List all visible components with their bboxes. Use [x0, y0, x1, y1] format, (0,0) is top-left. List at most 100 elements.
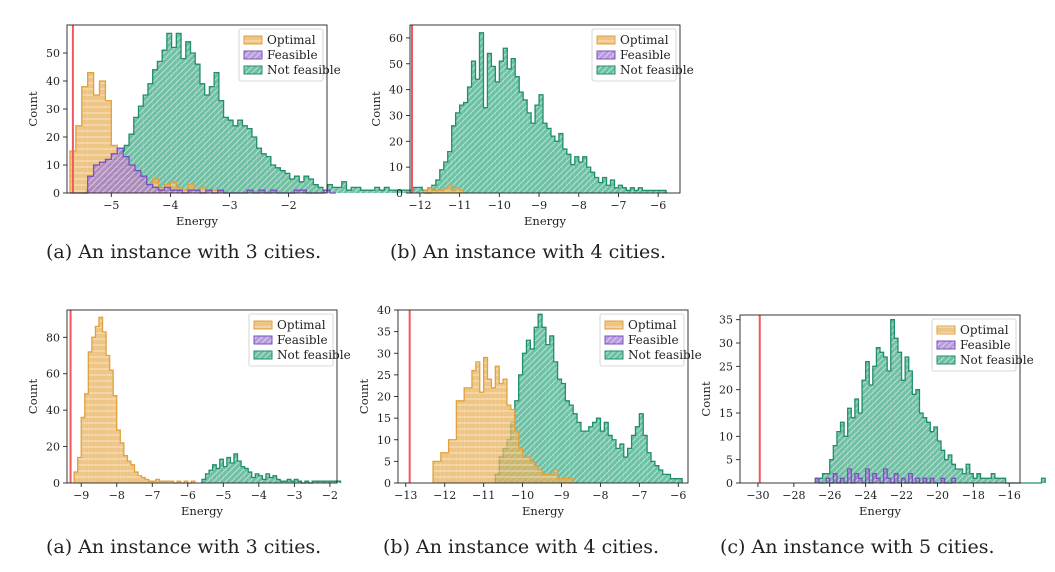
x-tick-label: −4	[162, 199, 178, 212]
caption-4: (b) An instance with 4 cities.	[383, 536, 660, 558]
histogram-bar	[177, 481, 181, 483]
histogram-bar	[580, 431, 585, 483]
histogram-bar	[543, 123, 547, 193]
histogram-bar	[674, 478, 679, 483]
histogram-bar	[370, 190, 375, 193]
caption-1: (a) An instance with 3 cities.	[46, 241, 322, 263]
histogram-bar	[326, 481, 330, 483]
legend-swatch-not-feasible	[253, 350, 273, 360]
legend-label-optimal: Optimal	[960, 323, 1009, 337]
histogram-bar	[542, 474, 546, 483]
series-not-feasible-outline	[423, 32, 667, 194]
histogram-bar	[99, 162, 106, 193]
histogram-bar	[162, 481, 167, 483]
histogram-bar	[255, 473, 259, 483]
histogram-bar	[565, 400, 570, 483]
histogram-bar	[439, 169, 444, 193]
histogram-bar	[865, 361, 870, 483]
y-tick-label: 0	[726, 477, 733, 490]
histogram-bar	[495, 81, 500, 193]
histogram-bar	[176, 33, 182, 194]
histogram-bar	[573, 413, 578, 483]
histogram-bar	[622, 187, 627, 193]
histogram-bar	[912, 394, 916, 483]
histogram-bar	[120, 442, 124, 483]
histogram-bar	[138, 475, 142, 483]
histogram-bar	[869, 385, 873, 483]
y-tick-label: 40	[46, 404, 60, 417]
histogram-bar	[226, 457, 231, 483]
y-tick-label: 50	[389, 58, 403, 71]
histogram-bar	[530, 348, 535, 483]
histogram-bar	[908, 371, 913, 483]
y-tick-label: 35	[377, 326, 391, 339]
series-not-feasible	[814, 319, 1046, 484]
histogram-bar	[459, 105, 464, 193]
y-tick-label: 15	[719, 407, 733, 420]
histogram-bar	[639, 413, 644, 483]
histogram-bar	[510, 409, 515, 483]
y-axis-label: Count	[699, 381, 713, 417]
histogram-bar	[294, 176, 300, 193]
histogram-bar	[562, 149, 567, 193]
x-tick-label: −16	[998, 489, 1021, 502]
histogram-bar	[626, 190, 631, 193]
histogram-bar	[431, 190, 436, 193]
legend-swatch-feasible	[243, 50, 263, 60]
histogram-bar	[280, 481, 284, 483]
histogram-bar	[159, 481, 163, 483]
y-tick-label: 10	[46, 159, 60, 172]
legend-label-optimal: Optimal	[628, 318, 677, 332]
histogram-bar	[887, 478, 891, 483]
histogram-bar	[170, 190, 177, 193]
histogram-bar	[105, 159, 112, 193]
histogram-bar	[333, 481, 337, 483]
histogram-bar	[930, 431, 934, 483]
histogram-bar	[840, 478, 845, 483]
histogram-bar	[600, 431, 605, 483]
x-tick-label: −28	[782, 489, 805, 502]
histogram-bar	[435, 180, 440, 193]
series-optimal-bars	[74, 317, 195, 483]
histogram-bar	[851, 417, 855, 483]
histogram-bar	[273, 475, 277, 483]
histogram-bar	[134, 472, 139, 483]
histogram-bar	[217, 190, 224, 193]
legend-label-not-feasible: Not feasible	[960, 353, 1034, 367]
histogram-bar	[351, 187, 356, 193]
histogram-bar	[858, 478, 863, 483]
histogram-bar	[666, 474, 671, 483]
histogram-bar	[627, 448, 632, 483]
histogram-bar	[297, 481, 302, 483]
histogram-bar	[182, 190, 189, 193]
histogram-bar	[262, 479, 266, 483]
histogram-bar	[133, 117, 139, 193]
histogram-bar	[569, 478, 574, 483]
histogram-bar	[170, 481, 174, 483]
histogram-bar	[586, 167, 591, 193]
histogram-bar	[176, 190, 183, 193]
y-tick-label: 30	[377, 347, 391, 360]
histogram-bar	[858, 413, 863, 483]
x-tick-label: −9	[553, 489, 569, 502]
x-tick-label: −24	[854, 489, 877, 502]
histogram-bar	[614, 187, 619, 193]
y-tick-label: 10	[389, 161, 403, 174]
x-tick-label: −22	[890, 489, 913, 502]
histogram-bar	[152, 179, 159, 193]
histogram-bar	[530, 461, 535, 483]
series-optimal	[73, 316, 196, 484]
histogram-bar	[436, 461, 441, 483]
chart-panel-5: −30 −28 −26 −24 −22 −20 −18 −16 0 5 10 15 20 25 30 35 En…	[695, 300, 1046, 522]
histogram-bar	[905, 357, 909, 483]
histogram-bar	[503, 379, 507, 483]
histogram-bar	[230, 462, 234, 483]
x-tick-label: −10	[511, 489, 534, 502]
histogram-bar	[822, 473, 827, 483]
histogram-bar	[199, 83, 205, 193]
y-tick-label: 40	[389, 84, 403, 97]
histogram-bar	[658, 470, 663, 483]
